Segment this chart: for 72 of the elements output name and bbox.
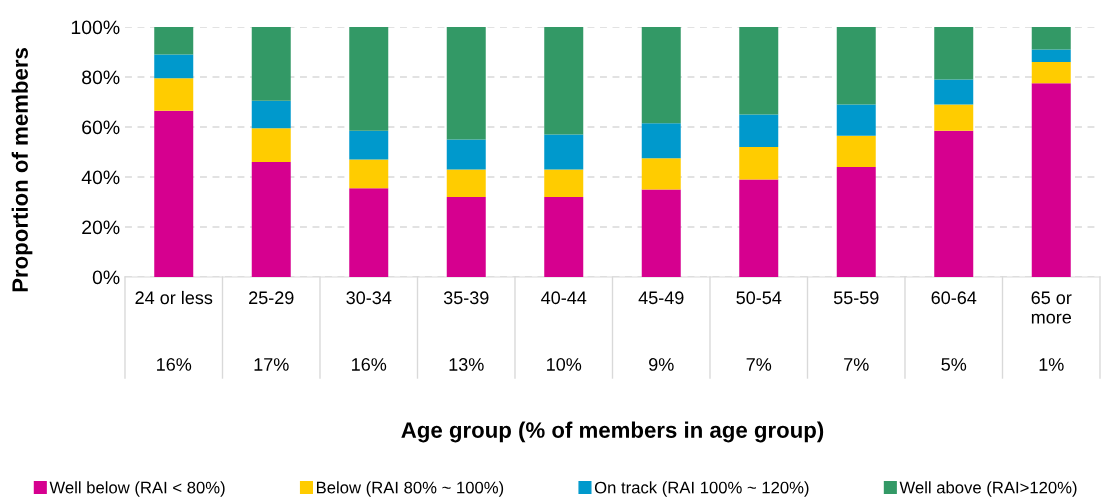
x-tick-label: 50-54	[736, 291, 782, 305]
legend-label: Below (RAI 80% ~ 100%)	[316, 481, 504, 497]
bar	[446, 27, 486, 140]
y-tick-label: 20%	[82, 220, 120, 235]
bar	[251, 162, 291, 277]
bar	[544, 169, 584, 197]
bar	[836, 135, 876, 167]
bar	[739, 27, 779, 115]
bar	[446, 139, 486, 170]
bar	[641, 123, 681, 159]
bar	[154, 27, 194, 55]
bar	[739, 114, 779, 147]
legend-label: On track (RAI 100% ~ 120%)	[594, 481, 809, 497]
bar	[251, 128, 291, 162]
bar	[934, 130, 974, 277]
bar	[1031, 27, 1071, 50]
bar	[836, 104, 876, 136]
bar	[349, 130, 389, 160]
text: 16%	[157, 358, 192, 371]
x-tick-label: 30-34	[346, 291, 392, 305]
y-tick-label: 40%	[81, 170, 120, 185]
y-tick-label: 100%	[71, 20, 120, 35]
y-tick-label: 80%	[82, 70, 120, 85]
bar	[641, 189, 681, 277]
text: 13%	[449, 358, 484, 371]
bar	[836, 167, 876, 277]
bar	[934, 27, 974, 80]
x-tick-label: 45-49	[638, 291, 684, 305]
bar	[446, 197, 486, 277]
text: 5%	[941, 358, 967, 371]
text: 7%	[844, 358, 869, 371]
bar	[641, 27, 681, 124]
bar	[739, 147, 779, 180]
x-tick-label: 25-29	[249, 291, 294, 305]
bar	[1031, 83, 1071, 277]
bar	[154, 54, 194, 79]
bar	[251, 100, 291, 129]
bar	[739, 179, 779, 277]
y-tick-label: 0%	[92, 270, 120, 285]
x-tick-label: 65 or more	[1031, 291, 1072, 324]
bar	[349, 27, 389, 131]
bar	[154, 78, 194, 111]
bar	[934, 104, 974, 131]
y-tick-label: 60%	[82, 120, 120, 135]
bar	[836, 27, 876, 105]
x-axis-title: Age group (% of members in age group)	[401, 421, 824, 443]
bar	[251, 27, 291, 101]
bar	[349, 188, 389, 277]
text: 16%	[352, 358, 387, 371]
x-tick-label: 55-59	[833, 291, 879, 305]
text: 17%	[254, 358, 289, 371]
x-tick-label: 24 or less	[135, 290, 213, 305]
text: 9%	[649, 358, 674, 371]
text: 7%	[746, 358, 772, 371]
bar	[349, 159, 389, 189]
bar	[544, 27, 584, 135]
y-axis-title: Proportion of members	[11, 48, 33, 292]
bar	[446, 169, 486, 197]
bar	[1031, 49, 1071, 62]
text: 10%	[547, 358, 582, 371]
bar	[1031, 62, 1071, 84]
text: 1%	[1039, 358, 1064, 371]
bar	[544, 197, 584, 277]
bar	[154, 110, 194, 277]
x-tick-label: 35-39	[443, 291, 489, 305]
legend-label: Well below (RAI < 80%)	[49, 481, 225, 497]
bar	[544, 134, 584, 170]
x-tick-label: 60-64	[931, 291, 977, 305]
bar	[934, 79, 974, 105]
legend-label: Well above (RAI>120%)	[899, 481, 1077, 497]
x-tick-label: 40-44	[541, 291, 587, 305]
bar	[641, 158, 681, 190]
